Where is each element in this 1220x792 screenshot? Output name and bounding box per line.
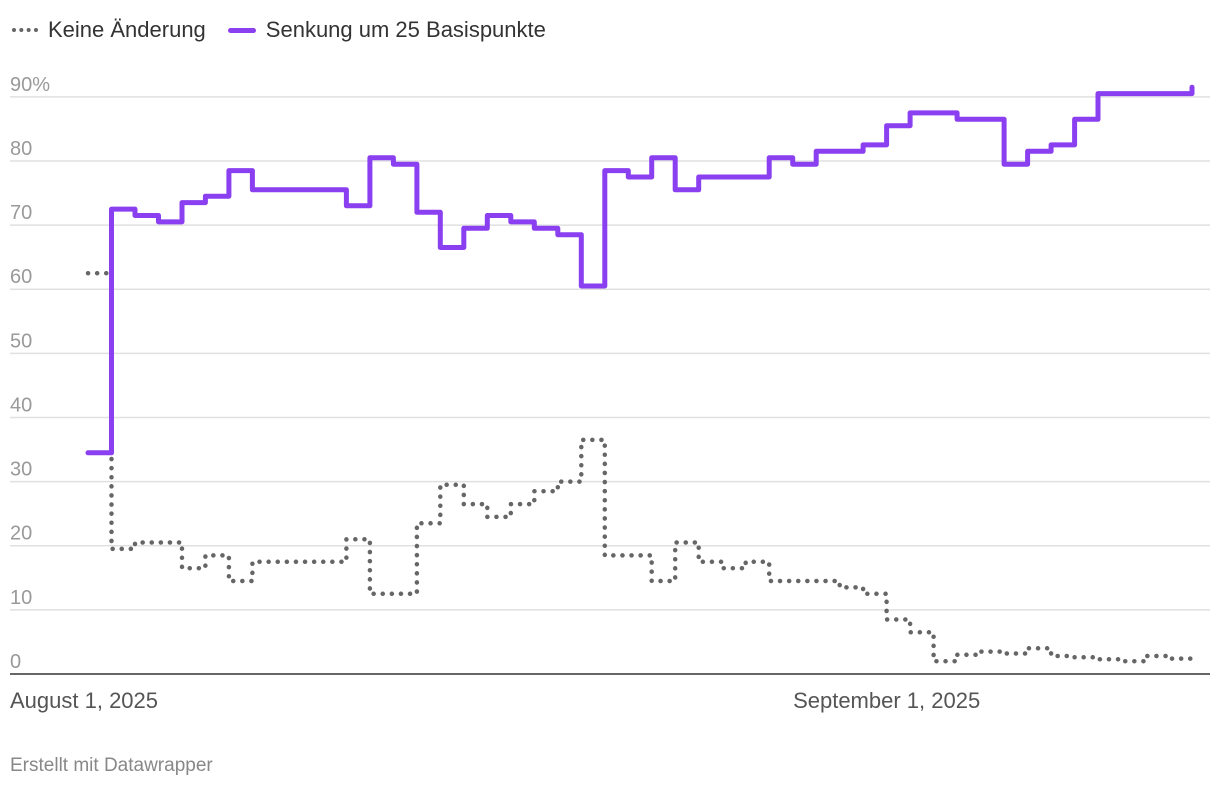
- y-tick-label: 70: [10, 202, 32, 224]
- legend-item-senkung: Senkung um 25 Basispunkte: [227, 17, 546, 43]
- credit-text: Erstellt mit Datawrapper: [10, 755, 213, 776]
- legend-swatch-dotted: [12, 28, 38, 32]
- chart-legend: Keine Änderung Senkung um 25 Basispunkte: [12, 14, 568, 46]
- y-tick-label: 50: [10, 330, 32, 352]
- y-tick-label: 60: [10, 266, 32, 288]
- y-tick-label: 90%: [10, 74, 50, 96]
- legend-swatch-solid: [227, 27, 256, 33]
- y-tick-label: 30: [10, 459, 32, 481]
- series-line-senkung-25bp: [85, 84, 1195, 456]
- x-tick-label: August 1, 2025: [10, 688, 158, 713]
- y-tick-label: 80: [10, 138, 32, 160]
- x-axis: August 1, 2025 September 1, 2025: [10, 673, 1210, 713]
- legend-label: Keine Änderung: [48, 17, 206, 42]
- series-line-keine-aenderung: [85, 270, 1195, 664]
- y-tick-label: 0: [10, 651, 21, 673]
- y-axis-ticks: 0 10 20 30 40 50 60 70 80 90%: [10, 74, 50, 673]
- y-tick-label: 20: [10, 523, 32, 545]
- legend-item-keine-aenderung: Keine Änderung: [12, 17, 206, 43]
- y-tick-label: 40: [10, 394, 32, 416]
- series-lines: [85, 84, 1195, 664]
- legend-label: Senkung um 25 Basispunkte: [265, 17, 546, 42]
- grid-lines: [10, 96, 1210, 611]
- y-tick-label: 10: [10, 587, 32, 609]
- x-tick-label: September 1, 2025: [793, 688, 980, 713]
